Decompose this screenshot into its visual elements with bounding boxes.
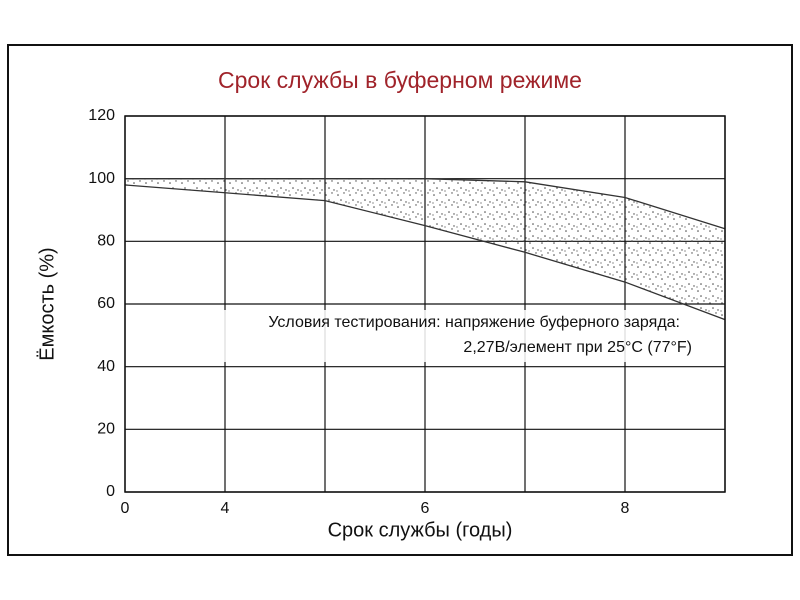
y-axis-label: Ёмкость (%) [36, 247, 58, 360]
chart-title: Срок службы в буферном режиме [218, 67, 582, 93]
y-tick-label: 60 [97, 295, 115, 312]
annotation: Условия тестирования: напряжение буферно… [268, 314, 680, 331]
x-axis-label: Срок службы (годы) [328, 519, 513, 541]
plot-border [124, 115, 726, 493]
line [124, 184, 726, 321]
frame [7, 44, 793, 556]
annotation-bg [165, 310, 685, 362]
y-tick-label: 80 [97, 233, 115, 250]
y-tick-label: 120 [88, 107, 115, 124]
x-tick-label: 0 [121, 500, 130, 517]
band-fill [125, 178, 725, 320]
x-tick-label: 4 [221, 500, 230, 517]
y-tick-label: 100 [88, 170, 115, 187]
y-tick-label: 40 [97, 358, 115, 375]
x-tick-label: 8 [621, 500, 630, 517]
x-tick-label: 6 [421, 500, 430, 517]
annotation: 2,27В/элемент при 25°С (77°F) [463, 339, 692, 356]
y-tick-label: 0 [106, 483, 115, 500]
line [125, 178, 726, 230]
y-tick-label: 20 [97, 421, 115, 438]
